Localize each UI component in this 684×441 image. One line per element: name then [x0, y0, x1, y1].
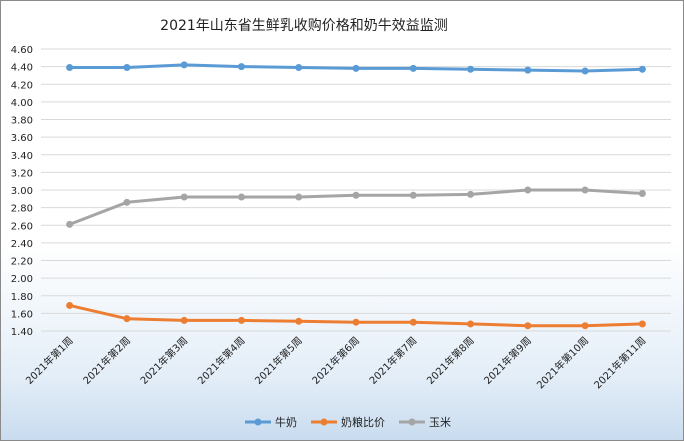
data-point: [123, 64, 131, 72]
x-tick-label: 2021年第6周: [309, 334, 362, 387]
data-point: [180, 193, 188, 201]
series-3: [66, 186, 646, 228]
y-axis-tick-labels: 1.40 1.60 1.80 2.00 2.20 2.40 2.60 2.80 3.00 3.20…: [11, 45, 33, 338]
data-point: [581, 322, 589, 330]
x-tick-label: 2021年第11周: [591, 334, 648, 391]
x-tick-label: 2021年第9周: [481, 334, 534, 387]
data-point: [409, 191, 417, 199]
legend-item: 玉米: [399, 416, 451, 429]
data-point: [409, 318, 417, 326]
y-tick-label: 3.80: [11, 116, 33, 127]
data-point: [638, 320, 646, 328]
data-point: [352, 318, 360, 326]
x-tick-label: 2021年第8周: [424, 334, 477, 387]
x-tick-label: 2021年第10周: [534, 334, 591, 391]
data-point: [180, 316, 188, 324]
data-point: [66, 220, 74, 228]
series-1: [66, 61, 646, 75]
x-tick-label: 2021年第4周: [195, 334, 248, 387]
data-point: [237, 63, 245, 71]
legend-marker: [320, 418, 328, 426]
y-tick-label: 1.40: [11, 327, 33, 338]
y-tick-label: 2.60: [11, 221, 33, 232]
legend-label: 奶粮比价: [341, 415, 385, 429]
data-point: [123, 198, 131, 206]
legend-label: 玉米: [429, 416, 451, 429]
y-tick-label: 4.60: [11, 45, 33, 56]
data-point: [467, 320, 475, 328]
y-tick-label: 4.20: [11, 80, 33, 91]
x-axis-tick-labels: 2021年第1周 2021年第2周 2021年第3周 2021年第4周 2021年第5周…: [23, 334, 649, 391]
x-tick-label: 2021年第7周: [366, 334, 419, 387]
data-point: [295, 193, 303, 201]
x-tick-label: 2021年第1周: [23, 334, 76, 387]
data-point: [467, 65, 475, 73]
data-point: [237, 193, 245, 201]
legend-item: 奶粮比价: [311, 415, 385, 429]
data-point: [638, 190, 646, 198]
x-tick-label: 2021年第2周: [80, 334, 133, 387]
data-point: [295, 64, 303, 72]
data-point: [123, 315, 131, 323]
legend-item: 牛奶: [245, 415, 297, 429]
y-tick-label: 2.20: [11, 257, 33, 268]
x-tick-label: 2021年第5周: [252, 334, 305, 387]
data-point: [295, 317, 303, 325]
data-point: [638, 65, 646, 73]
y-tick-label: 4.40: [11, 63, 33, 74]
data-point: [66, 301, 74, 309]
y-tick-label: 1.80: [11, 292, 33, 303]
data-point: [352, 191, 360, 199]
y-tick-label: 1.60: [11, 309, 33, 320]
data-point: [524, 322, 532, 330]
data-point: [352, 64, 360, 72]
legend: 牛奶 奶粮比价 玉米: [245, 415, 451, 429]
data-point: [180, 61, 188, 69]
y-tick-label: 3.00: [11, 186, 33, 197]
series-2: [66, 301, 646, 330]
data-point: [467, 190, 475, 198]
legend-label: 牛奶: [275, 415, 297, 429]
y-tick-label: 3.40: [11, 151, 33, 162]
data-point: [66, 64, 74, 72]
data-point: [581, 67, 589, 75]
y-tick-label: 2.40: [11, 239, 33, 250]
y-tick-label: 2.00: [11, 274, 33, 285]
legend-marker: [254, 418, 262, 426]
y-tick-label: 2.80: [11, 204, 33, 215]
grid-lines: [41, 48, 671, 332]
data-point: [409, 64, 417, 72]
y-tick-label: 3.20: [11, 168, 33, 179]
legend-marker: [408, 418, 416, 426]
data-point: [524, 186, 532, 194]
x-tick-label: 2021年第3周: [137, 334, 190, 387]
data-point: [524, 66, 532, 74]
chart-title: 2021年山东省生鲜乳收购价格和奶牛效益监测: [160, 18, 448, 34]
y-tick-label: 4.00: [11, 98, 33, 109]
data-point: [237, 316, 245, 324]
data-point: [581, 186, 589, 194]
y-tick-label: 3.60: [11, 133, 33, 144]
series-lines: [66, 61, 646, 330]
